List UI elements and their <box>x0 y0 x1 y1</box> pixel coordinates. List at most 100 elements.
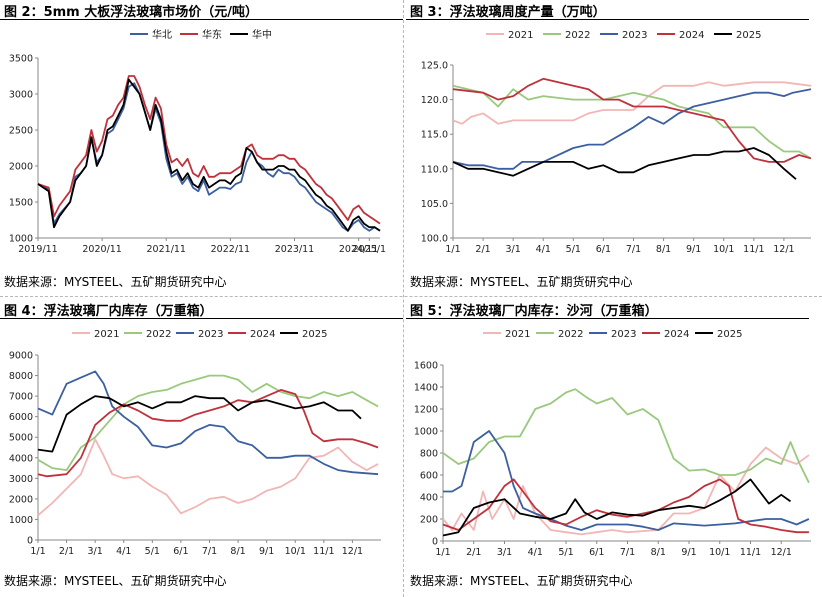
x-tick-label: 4/1 <box>528 547 543 558</box>
x-tick-label: 3/1 <box>88 546 103 557</box>
series-line-2022 <box>37 374 379 472</box>
horizontal-divider <box>0 296 822 297</box>
x-tick-label: 11/1 <box>743 244 764 255</box>
legend-label: 2025 <box>736 30 761 41</box>
chart-title: 图 2：5mm 大板浮法玻璃市场价（元/吨） <box>4 5 258 20</box>
panel-shahe-inventory: 图 5：浮法玻璃厂内库存：沙河（万重箱） 0 200 400 600 800 1000 12… <box>406 299 811 595</box>
y-tick-label: 600 <box>420 471 438 482</box>
series-line-2025 <box>37 395 362 453</box>
legend-label: 2022 <box>146 329 171 340</box>
x-tick-label: 9/1 <box>259 546 274 557</box>
y-tick-label: 1400 <box>414 383 438 394</box>
y-tick-label: 3500 <box>9 54 33 65</box>
vertical-divider <box>403 0 404 597</box>
x-tick-label: 9/1 <box>681 547 696 558</box>
y-tick-label: 1000 <box>9 515 33 526</box>
y-tick-label: 4000 <box>9 453 33 464</box>
panel-factory-inventory: 图 4：浮法玻璃厂内库存（万重箱） 0 1000 2000 3000 4000 5000 6… <box>0 299 405 595</box>
series-line-华中 <box>37 78 381 232</box>
x-tick-label: 2024/11 <box>339 244 378 255</box>
series-line-华东 <box>37 75 381 225</box>
y-tick-label: 115.0 <box>421 130 448 141</box>
series-line-2022 <box>442 388 810 484</box>
x-tick-label: 12/1 <box>342 546 363 557</box>
y-tick-label: 100.0 <box>421 234 448 245</box>
legend-label: 2021 <box>94 329 119 340</box>
legend-label: 华东 <box>202 28 222 41</box>
series-line-2024 <box>37 389 379 478</box>
x-tick-label: 7/1 <box>620 547 635 558</box>
x-tick-label: 1/1 <box>30 546 45 557</box>
y-tick-label: 125.0 <box>421 61 448 72</box>
legend-label: 2023 <box>611 329 636 340</box>
series-line-2021 <box>37 438 379 516</box>
x-tick-label: 11/1 <box>313 546 334 557</box>
y-tick-label: 120.0 <box>421 95 448 106</box>
legend-label: 2021 <box>505 329 530 340</box>
chart-title: 图 5：浮法玻璃厂内库存：沙河（万重箱） <box>410 304 658 319</box>
y-tick-label: 3000 <box>9 474 33 485</box>
x-tick-label: 12/1 <box>773 244 794 255</box>
y-tick-label: 0 <box>27 536 33 547</box>
legend-label: 2025 <box>717 329 742 340</box>
title-rule <box>406 19 809 20</box>
x-tick-label: 6/1 <box>596 244 611 255</box>
series-line-2025 <box>452 147 797 180</box>
y-tick-label: 200 <box>420 515 438 526</box>
x-tick-label: 2022/11 <box>211 244 250 255</box>
x-tick-label: 5/1 <box>566 244 581 255</box>
y-tick-label: 2000 <box>9 494 33 505</box>
x-tick-label: 8/1 <box>230 546 245 557</box>
legend-label: 2023 <box>622 30 647 41</box>
x-tick-label: 1/1 <box>445 244 460 255</box>
y-tick-label: 7000 <box>9 392 33 403</box>
series-line-2025 <box>442 478 792 537</box>
x-tick-label: 8/1 <box>651 547 666 558</box>
data-source-note: 数据来源：MYSTEEL、五矿期货研究中心 <box>410 275 633 289</box>
series-line-华北 <box>37 82 381 232</box>
y-tick-label: 1200 <box>414 405 438 416</box>
y-tick-label: 9000 <box>9 351 33 362</box>
x-tick-label: 9/1 <box>686 244 701 255</box>
x-tick-label: 5/1 <box>558 547 573 558</box>
title-rule <box>0 318 403 319</box>
x-tick-label: 6/1 <box>589 547 604 558</box>
x-tick-label: 2025/1 <box>353 244 386 255</box>
x-tick-label: 2019/11 <box>18 244 57 255</box>
series-line-2023 <box>37 370 379 476</box>
legend-label: 2024 <box>250 329 275 340</box>
y-tick-label: 110.0 <box>421 164 448 175</box>
panel-weekly-output: 图 3：浮法玻璃周度产量（万吨） 100.0 105.0 110.0 115.0 120… <box>406 0 811 296</box>
legend-label: 华北 <box>152 28 172 41</box>
series-line-2024 <box>452 77 811 163</box>
x-tick-label: 3/1 <box>506 244 521 255</box>
shahe-inventory-line-chart: 0 200 400 600 800 1000 1200 1400 1600 1/1 2/1 3/1 4/… <box>414 329 811 558</box>
x-tick-label: 7/1 <box>202 546 217 557</box>
chart-title: 图 4：浮法玻璃厂内库存（万重箱） <box>4 304 213 319</box>
x-tick-label: 2/1 <box>59 546 74 557</box>
y-tick-label: 0 <box>432 537 438 548</box>
legend-label: 2024 <box>664 329 689 340</box>
chart-title: 图 3：浮法玻璃周度产量（万吨） <box>410 5 606 20</box>
legend-label: 华中 <box>252 28 272 41</box>
x-tick-label: 10/1 <box>709 547 730 558</box>
legend-label: 2022 <box>558 329 583 340</box>
x-tick-label: 3/1 <box>497 547 512 558</box>
y-tick-label: 2000 <box>9 162 33 173</box>
x-tick-label: 11/1 <box>740 547 761 558</box>
title-rule <box>0 19 403 20</box>
x-tick-label: 7/1 <box>626 244 641 255</box>
x-tick-label: 4/1 <box>536 244 551 255</box>
y-tick-label: 5000 <box>9 433 33 444</box>
y-tick-label: 1600 <box>414 361 438 372</box>
legend-label: 2022 <box>565 30 590 41</box>
x-tick-label: 1/1 <box>435 547 450 558</box>
legend-label: 2024 <box>679 30 704 41</box>
x-tick-label: 10/1 <box>713 244 734 255</box>
series-line-2021 <box>442 446 810 536</box>
x-tick-label: 2021/11 <box>147 244 186 255</box>
legend-label: 2023 <box>198 329 223 340</box>
panel-market-price: 图 2：5mm 大板浮法玻璃市场价（元/吨） 1000 1500 2000 2500 3… <box>0 0 405 296</box>
legend-label: 2025 <box>302 329 327 340</box>
data-source-note: 数据来源：MYSTEEL、五矿期货研究中心 <box>4 275 227 289</box>
